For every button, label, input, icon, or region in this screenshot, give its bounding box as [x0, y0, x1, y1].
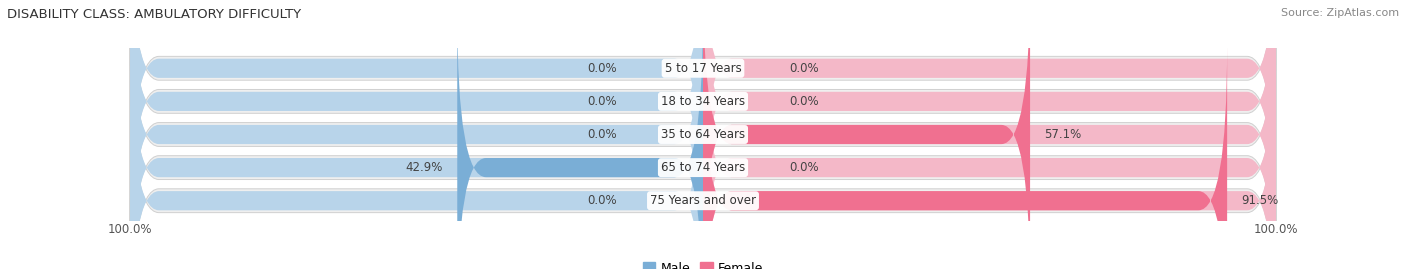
FancyBboxPatch shape — [131, 0, 1275, 222]
Text: 57.1%: 57.1% — [1045, 128, 1081, 141]
Text: 0.0%: 0.0% — [588, 62, 617, 75]
FancyBboxPatch shape — [703, 45, 1227, 269]
Text: 18 to 34 Years: 18 to 34 Years — [661, 95, 745, 108]
Text: 0.0%: 0.0% — [789, 95, 818, 108]
Text: 91.5%: 91.5% — [1241, 194, 1278, 207]
FancyBboxPatch shape — [703, 0, 1275, 224]
Text: 0.0%: 0.0% — [789, 62, 818, 75]
Text: 35 to 64 Years: 35 to 64 Years — [661, 128, 745, 141]
FancyBboxPatch shape — [131, 12, 703, 269]
FancyBboxPatch shape — [703, 0, 1275, 269]
FancyBboxPatch shape — [131, 14, 1275, 269]
FancyBboxPatch shape — [703, 45, 1275, 269]
Text: 0.0%: 0.0% — [588, 128, 617, 141]
Text: 75 Years and over: 75 Years and over — [650, 194, 756, 207]
FancyBboxPatch shape — [131, 0, 703, 224]
Text: 0.0%: 0.0% — [588, 194, 617, 207]
Text: 42.9%: 42.9% — [405, 161, 443, 174]
Text: 65 to 74 Years: 65 to 74 Years — [661, 161, 745, 174]
Text: 5 to 17 Years: 5 to 17 Years — [665, 62, 741, 75]
FancyBboxPatch shape — [131, 0, 703, 269]
Text: DISABILITY CLASS: AMBULATORY DIFFICULTY: DISABILITY CLASS: AMBULATORY DIFFICULTY — [7, 8, 301, 21]
FancyBboxPatch shape — [131, 47, 1275, 269]
Text: Source: ZipAtlas.com: Source: ZipAtlas.com — [1281, 8, 1399, 18]
FancyBboxPatch shape — [703, 0, 1275, 257]
FancyBboxPatch shape — [131, 45, 703, 269]
FancyBboxPatch shape — [131, 0, 703, 257]
FancyBboxPatch shape — [131, 0, 1275, 269]
FancyBboxPatch shape — [457, 12, 703, 269]
FancyBboxPatch shape — [131, 0, 1275, 255]
Text: 0.0%: 0.0% — [789, 161, 818, 174]
Text: 0.0%: 0.0% — [588, 95, 617, 108]
Legend: Male, Female: Male, Female — [638, 257, 768, 269]
FancyBboxPatch shape — [703, 0, 1031, 269]
FancyBboxPatch shape — [703, 12, 1275, 269]
